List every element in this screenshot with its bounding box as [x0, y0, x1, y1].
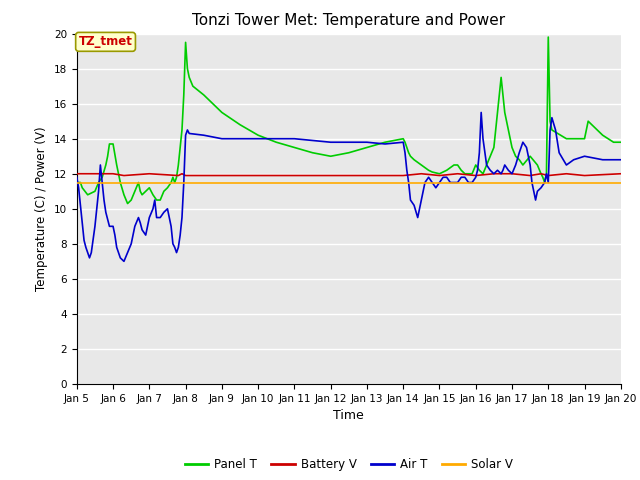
Line: Battery V: Battery V	[77, 174, 621, 176]
Title: Tonzi Tower Met: Temperature and Power: Tonzi Tower Met: Temperature and Power	[192, 13, 506, 28]
Battery V	[145, 171, 153, 177]
Panel T	[102, 162, 109, 168]
Panel T	[443, 168, 451, 173]
Battery V	[178, 171, 186, 177]
Air T	[151, 197, 159, 203]
Air T	[120, 258, 128, 264]
Air T	[477, 109, 485, 115]
X-axis label: Time: Time	[333, 409, 364, 422]
Battery V	[175, 173, 182, 179]
Battery V	[526, 173, 534, 179]
Legend: Panel T, Battery V, Air T, Solar V: Panel T, Battery V, Air T, Solar V	[180, 454, 518, 476]
Battery V	[417, 171, 425, 177]
Battery V	[436, 173, 444, 179]
Battery V	[490, 171, 498, 177]
Panel T	[95, 180, 102, 185]
Battery V	[73, 171, 81, 177]
Panel T	[405, 150, 413, 156]
Battery V	[120, 173, 128, 179]
Text: TZ_tmet: TZ_tmet	[79, 36, 132, 48]
Line: Air T: Air T	[77, 112, 621, 261]
Air T	[499, 168, 507, 173]
Air T	[180, 180, 188, 185]
Panel T	[497, 74, 505, 80]
Battery V	[182, 173, 189, 179]
Air T	[153, 215, 161, 220]
Air T	[617, 157, 625, 163]
Battery V	[454, 171, 461, 177]
Y-axis label: Temperature (C) / Power (V): Temperature (C) / Power (V)	[35, 127, 48, 291]
Battery V	[508, 171, 516, 177]
Panel T	[545, 34, 552, 40]
Battery V	[472, 173, 479, 179]
Panel T	[617, 139, 625, 145]
Battery V	[537, 171, 545, 177]
Panel T	[308, 150, 316, 156]
Battery V	[545, 173, 552, 179]
Air T	[458, 174, 465, 180]
Air T	[99, 180, 106, 185]
Battery V	[617, 171, 625, 177]
Battery V	[399, 173, 407, 179]
Air T	[73, 174, 81, 180]
Battery V	[580, 173, 588, 179]
Panel T	[73, 180, 81, 185]
Battery V	[109, 171, 117, 177]
Line: Panel T: Panel T	[77, 37, 621, 204]
Panel T	[124, 201, 131, 206]
Battery V	[563, 171, 570, 177]
